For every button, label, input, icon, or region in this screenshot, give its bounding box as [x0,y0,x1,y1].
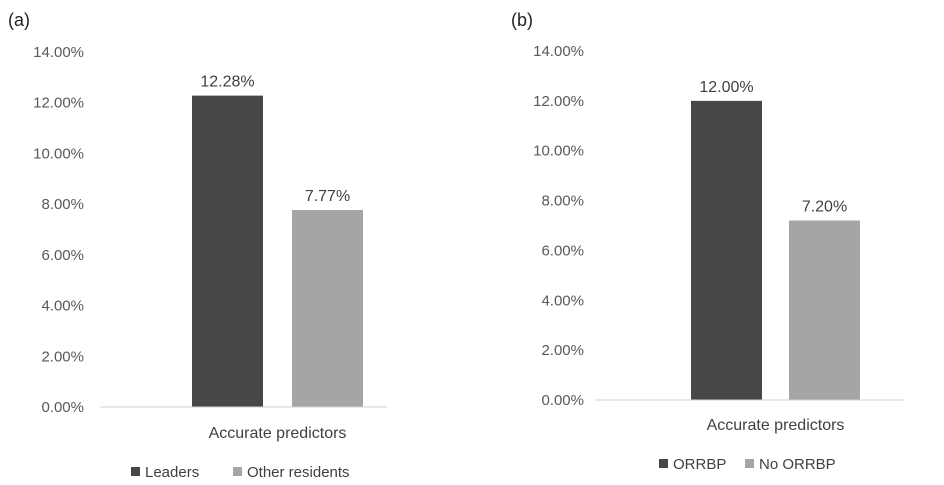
y-tick-label: 2.00% [541,342,584,359]
bar-chart-a: 0.00% 2.00% 4.00% 6.00% 8.00% 10.00% 12.00% 14.… [33,44,387,481]
y-tick-label: 0.00% [41,399,84,416]
y-tick-label: 12.00% [533,93,584,110]
y-tick-label: 10.00% [533,143,584,160]
y-tick-label: 10.00% [33,145,84,162]
bar-orrbp [691,100,762,400]
legend-label: Leaders [145,464,199,481]
y-tick-label: 4.00% [41,298,84,315]
chart-panel-a: (a) 0.00% 2.00% 4.00% 6.00% 8.00% 10.00% 12.00… [8,10,387,481]
y-tick-label: 8.00% [41,196,84,213]
legend-label: No ORRBP [759,456,836,473]
chart-panel-b: (b) 0.00% 2.00% 4.00% 6.00% 8.00% 10.00% 12.00… [472,0,944,485]
y-tick-label: 14.00% [33,44,84,61]
y-tick-label: 4.00% [541,292,584,309]
y-tick-label: 8.00% [541,193,584,210]
y-tick-label: 0.00% [541,392,584,409]
category-label: Accurate predictors [209,425,347,442]
y-tick-label: 14.00% [533,43,584,60]
data-label: 12.28% [200,74,254,91]
data-label: 7.77% [305,188,350,205]
legend-label: Other residents [247,464,350,481]
legend-swatch [745,459,754,468]
data-label: 7.20% [802,199,847,216]
data-label: 12.00% [699,79,753,96]
bar-other-residents [292,209,363,407]
y-tick-label: 12.00% [33,95,84,112]
y-tick-label: 6.00% [41,247,84,264]
legend-swatch [233,467,242,476]
y-tick-label: 6.00% [541,242,584,259]
legend-swatch [131,467,140,476]
y-tick-label: 2.00% [41,348,84,365]
legend-swatch [659,459,668,468]
panel-label-a: (a) [8,10,30,30]
panel-label-b: (b) [511,10,533,30]
category-label: Accurate predictors [707,417,845,434]
bar-no-orrbp [789,220,860,400]
legend-label: ORRBP [673,456,726,473]
bar-leaders [192,95,263,407]
bar-chart-b: 0.00% 2.00% 4.00% 6.00% 8.00% 10.00% 12.00% 14.… [533,43,905,473]
